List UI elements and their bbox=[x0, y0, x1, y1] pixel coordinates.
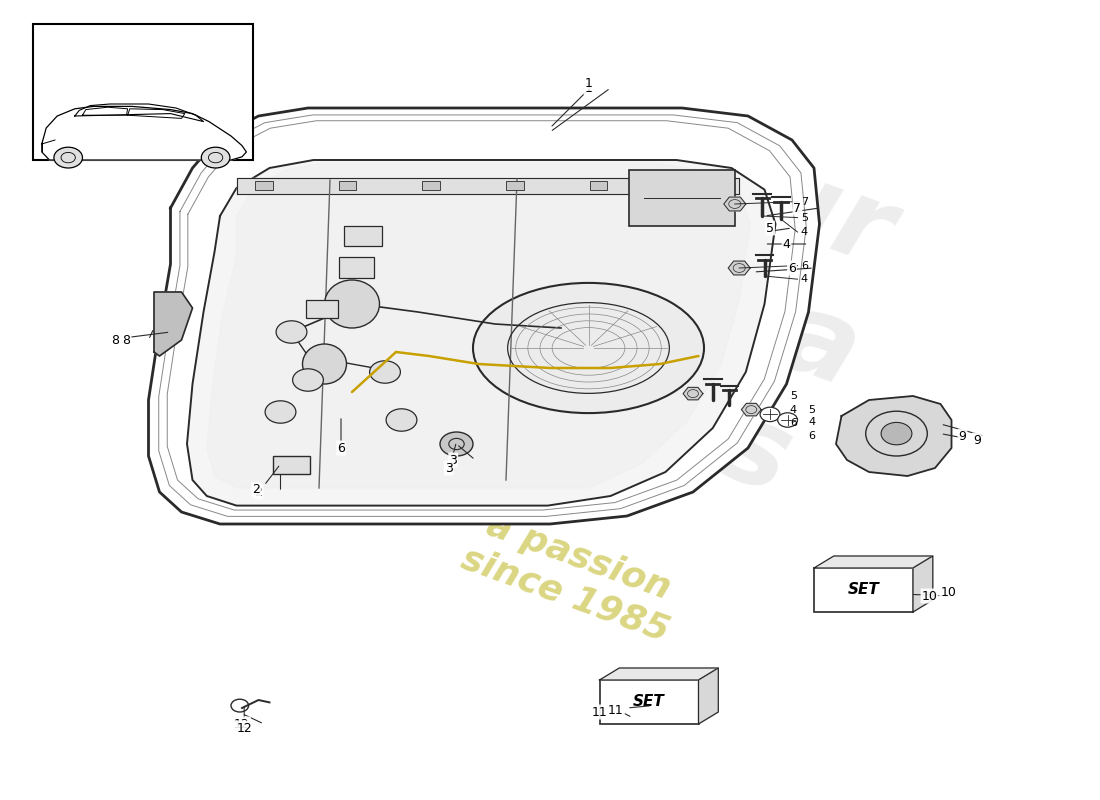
Polygon shape bbox=[698, 668, 718, 724]
Polygon shape bbox=[187, 160, 775, 506]
Text: 3: 3 bbox=[449, 454, 458, 466]
Text: 4: 4 bbox=[790, 405, 796, 414]
Bar bbox=[339, 181, 356, 190]
Polygon shape bbox=[236, 178, 739, 194]
Text: 4: 4 bbox=[782, 238, 791, 250]
FancyBboxPatch shape bbox=[814, 568, 913, 612]
Text: 4: 4 bbox=[808, 418, 815, 427]
Polygon shape bbox=[913, 556, 933, 612]
Circle shape bbox=[881, 422, 912, 445]
Text: 5: 5 bbox=[808, 405, 815, 414]
Text: eur
opa
rts: eur opa rts bbox=[579, 114, 917, 526]
Text: 11: 11 bbox=[608, 704, 624, 717]
Circle shape bbox=[201, 147, 230, 168]
Text: 10: 10 bbox=[940, 586, 956, 598]
Polygon shape bbox=[42, 106, 246, 160]
Ellipse shape bbox=[473, 283, 704, 413]
Text: 1: 1 bbox=[584, 82, 593, 94]
Text: 11: 11 bbox=[592, 706, 607, 718]
Ellipse shape bbox=[324, 280, 380, 328]
Text: 4: 4 bbox=[801, 274, 807, 284]
FancyBboxPatch shape bbox=[344, 226, 382, 246]
Text: 8: 8 bbox=[122, 334, 131, 346]
Text: 12: 12 bbox=[234, 718, 250, 730]
Text: 5: 5 bbox=[801, 213, 807, 222]
Polygon shape bbox=[207, 163, 750, 488]
Bar bbox=[673, 181, 691, 190]
Text: 3: 3 bbox=[444, 462, 453, 474]
FancyBboxPatch shape bbox=[600, 680, 698, 724]
Text: 12: 12 bbox=[236, 722, 252, 734]
Bar bbox=[255, 181, 273, 190]
Polygon shape bbox=[728, 261, 750, 275]
Polygon shape bbox=[836, 396, 952, 476]
Bar bbox=[590, 181, 607, 190]
Text: 10: 10 bbox=[922, 590, 937, 602]
Text: 2: 2 bbox=[252, 483, 261, 496]
Bar bbox=[506, 181, 524, 190]
Circle shape bbox=[276, 321, 307, 343]
Circle shape bbox=[370, 361, 400, 383]
Polygon shape bbox=[683, 387, 703, 400]
Text: 5: 5 bbox=[790, 391, 796, 401]
Text: 6: 6 bbox=[808, 431, 815, 441]
Text: 8: 8 bbox=[111, 334, 120, 346]
Text: 7: 7 bbox=[801, 197, 807, 206]
Text: 1: 1 bbox=[584, 77, 593, 90]
Polygon shape bbox=[814, 556, 933, 568]
Text: a passion
since 1985: a passion since 1985 bbox=[456, 504, 688, 648]
Polygon shape bbox=[148, 108, 820, 524]
Text: 7: 7 bbox=[793, 202, 802, 214]
FancyBboxPatch shape bbox=[339, 257, 374, 278]
Text: 6: 6 bbox=[801, 261, 807, 270]
Circle shape bbox=[778, 413, 798, 427]
Text: 6: 6 bbox=[790, 418, 796, 428]
Polygon shape bbox=[741, 403, 761, 416]
Text: 4: 4 bbox=[801, 227, 807, 237]
Text: 9: 9 bbox=[958, 430, 967, 442]
Ellipse shape bbox=[302, 344, 346, 384]
Circle shape bbox=[440, 432, 473, 456]
Text: SET: SET bbox=[634, 694, 664, 710]
Text: SET: SET bbox=[848, 582, 879, 598]
Text: 6: 6 bbox=[337, 442, 345, 454]
Polygon shape bbox=[724, 197, 746, 211]
FancyBboxPatch shape bbox=[33, 24, 253, 160]
FancyBboxPatch shape bbox=[306, 300, 338, 318]
Text: 2: 2 bbox=[254, 486, 263, 498]
Text: 6: 6 bbox=[788, 262, 796, 274]
Polygon shape bbox=[154, 292, 192, 356]
Circle shape bbox=[760, 407, 780, 422]
FancyBboxPatch shape bbox=[273, 456, 310, 474]
Circle shape bbox=[265, 401, 296, 423]
Circle shape bbox=[293, 369, 323, 391]
Bar bbox=[422, 181, 440, 190]
Polygon shape bbox=[600, 668, 718, 680]
FancyBboxPatch shape bbox=[629, 170, 735, 226]
Circle shape bbox=[54, 147, 82, 168]
Circle shape bbox=[386, 409, 417, 431]
Text: 9: 9 bbox=[972, 434, 981, 446]
Text: 5: 5 bbox=[766, 222, 774, 234]
